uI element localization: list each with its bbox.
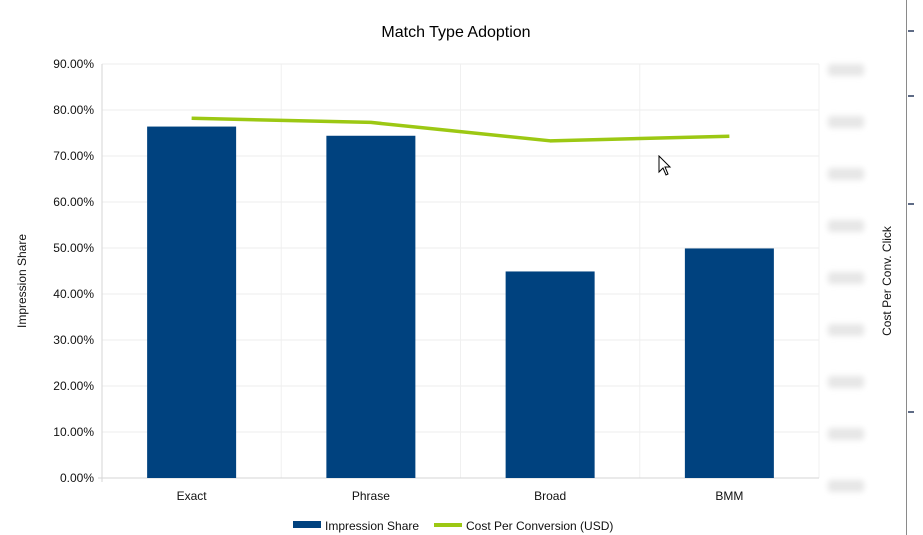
secondary-y-axis-ticks xyxy=(828,64,864,492)
scroll-marker xyxy=(908,95,914,97)
y-tick-label: 60.00% xyxy=(53,195,94,209)
mouse-cursor-icon xyxy=(658,155,672,176)
bar-bmm xyxy=(684,248,774,478)
y-axis-title: Impression Share xyxy=(15,234,29,328)
scroll-marker xyxy=(908,30,914,32)
y-tick-label: 70.00% xyxy=(53,149,94,163)
obscured-y2-tick-label xyxy=(828,272,864,284)
x-axis-ticks: Exact Phrase Broad BMM xyxy=(177,489,744,503)
secondary-y-axis-title: Cost Per Conv. Click xyxy=(880,225,894,336)
y-tick-label: 20.00% xyxy=(53,379,94,393)
obscured-y2-tick-label xyxy=(828,220,864,232)
obscured-y2-tick-label xyxy=(828,324,864,336)
legend-label-impression-share: Impression Share xyxy=(325,519,419,533)
y-axis-ticks: 0.00% 10.00% 20.00% 30.00% 40.00% 50.00% 60.00… xyxy=(53,57,94,485)
obscured-y2-tick-label xyxy=(828,168,864,180)
obscured-y2-tick-label xyxy=(828,480,864,492)
obscured-y2-tick-label xyxy=(828,376,864,388)
y-tick-label: 40.00% xyxy=(53,287,94,301)
scroll-marker xyxy=(908,411,914,413)
bar-exact xyxy=(147,126,237,478)
y-tick-label: 80.00% xyxy=(53,103,94,117)
y-tick-label: 90.00% xyxy=(53,57,94,71)
window-scroll-edge[interactable] xyxy=(906,0,923,535)
bar-broad xyxy=(505,271,595,478)
line-cost-per-conversion xyxy=(191,116,730,143)
legend: Impression Share Cost Per Conversion (US… xyxy=(293,519,613,533)
obscured-y2-tick-label xyxy=(828,64,864,76)
y-tick-label: 10.00% xyxy=(53,425,94,439)
obscured-y2-tick-label xyxy=(828,116,864,128)
bar-phrase xyxy=(326,135,416,478)
obscured-y2-tick-label xyxy=(828,428,864,440)
x-tick-label-broad: Broad xyxy=(534,489,566,503)
legend-swatch-impression-share xyxy=(293,521,321,528)
y-tick-label: 0.00% xyxy=(60,471,94,485)
x-tick-label-exact: Exact xyxy=(177,489,208,503)
y-tick-label: 30.00% xyxy=(53,333,94,347)
bar-series xyxy=(147,126,774,478)
x-tick-label-bmm: BMM xyxy=(715,489,743,503)
y-tick-label: 50.00% xyxy=(53,241,94,255)
line-series xyxy=(191,116,730,143)
scroll-marker xyxy=(908,203,914,205)
x-tick-label-phrase: Phrase xyxy=(352,489,390,503)
chart-title: Match Type Adoption xyxy=(381,24,530,41)
legend-swatch-cost-per-conversion xyxy=(434,523,462,527)
legend-label-cost-per-conversion: Cost Per Conversion (USD) xyxy=(466,519,613,533)
